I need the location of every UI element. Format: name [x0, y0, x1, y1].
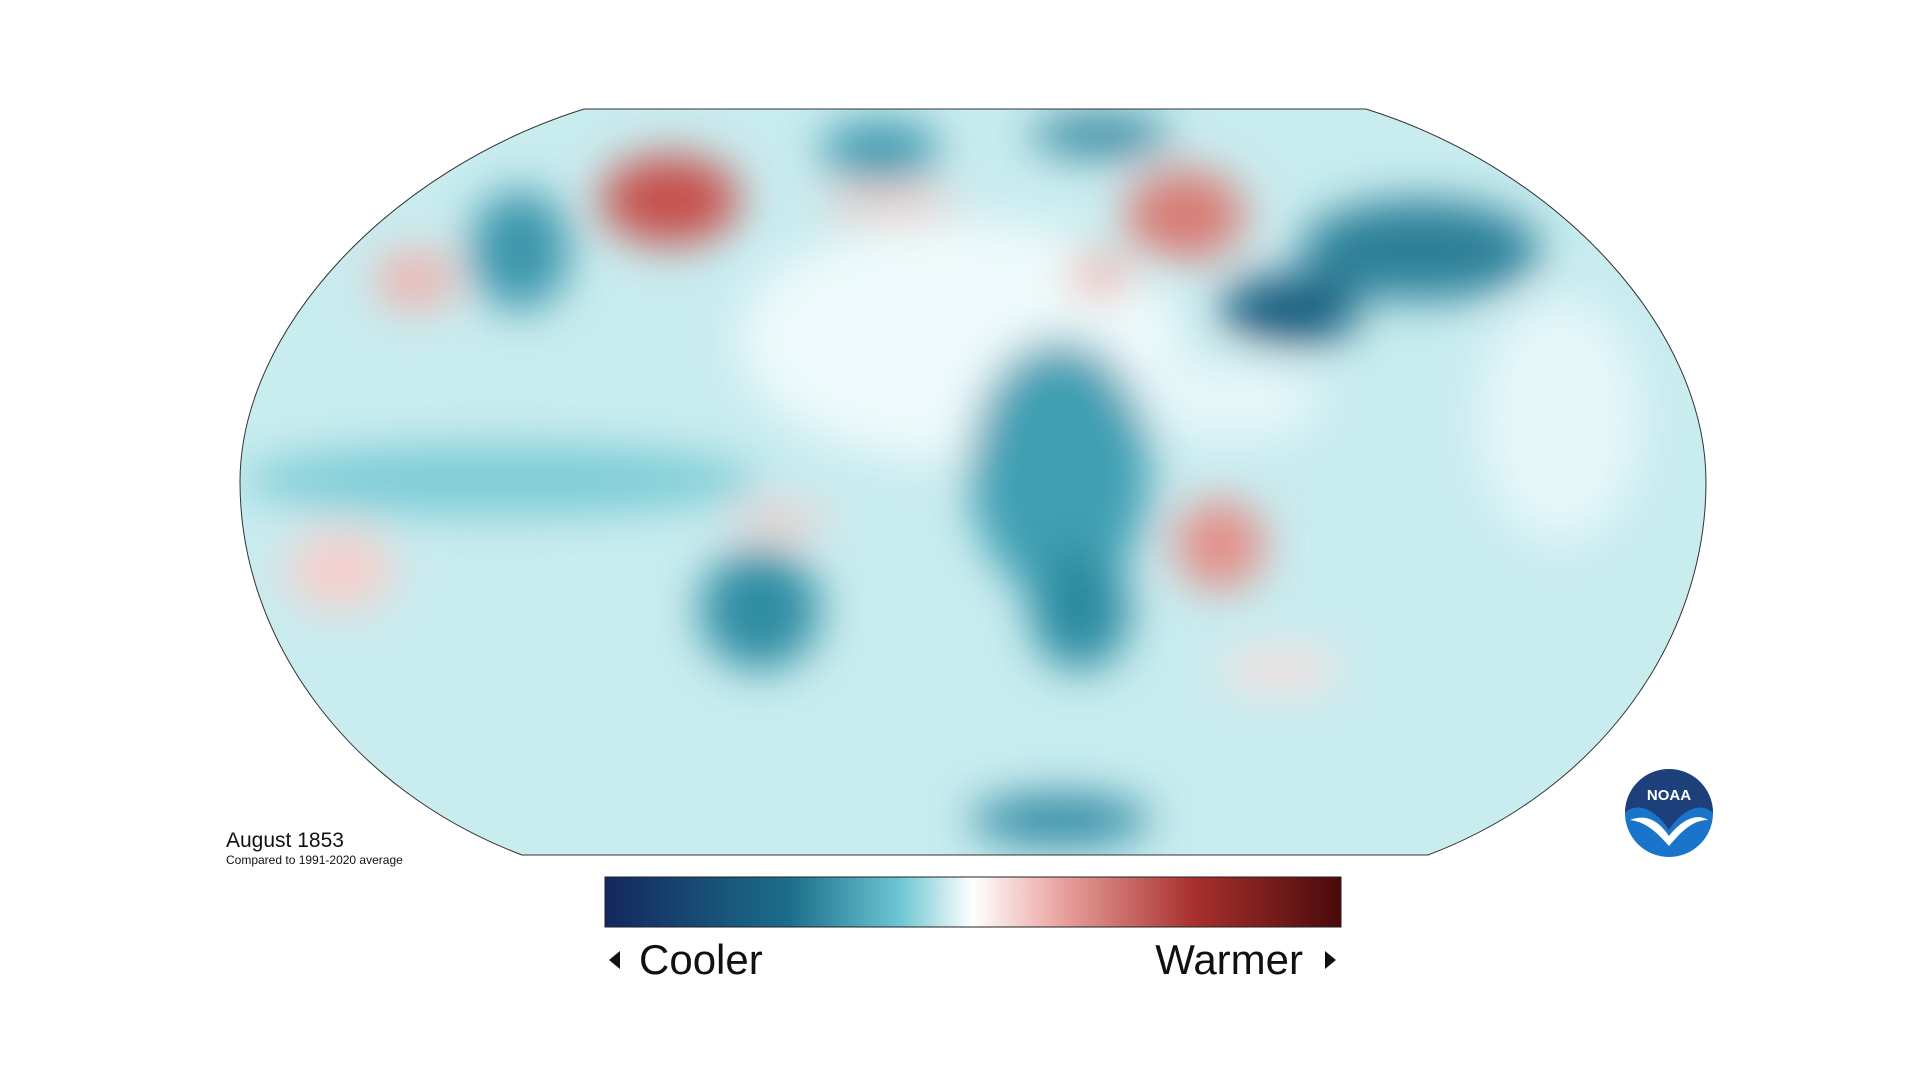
noaa-logo: NOAA	[1625, 769, 1713, 857]
logo-text: NOAA	[1647, 787, 1691, 804]
arrow-right	[1325, 951, 1336, 969]
color-scale	[604, 876, 1342, 928]
map-title: August 1853	[226, 829, 344, 852]
legend-high: Warmer	[1155, 936, 1303, 983]
arrow-left	[609, 951, 620, 969]
legend-low: Cooler	[639, 936, 763, 983]
map-subtitle: Compared to 1991-2020 average	[226, 853, 403, 867]
map-outline	[239, 108, 1707, 856]
anomaly-map	[240, 109, 1706, 855]
